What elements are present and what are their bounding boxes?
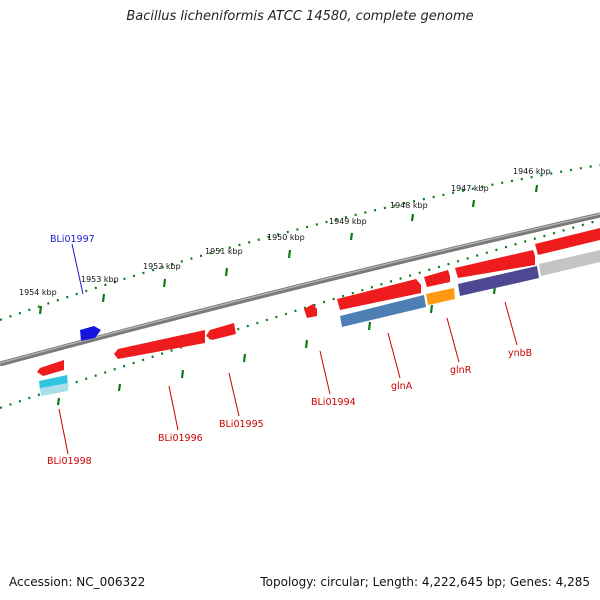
- gene-bli01995[interactable]: [206, 323, 236, 340]
- gene-bli01994[interactable]: [304, 304, 317, 318]
- genome-backbone: [0, 212, 600, 367]
- label-bli01998[interactable]: BLi01998: [47, 456, 92, 467]
- label-glnr[interactable]: glnR: [450, 365, 472, 376]
- gene-labels: BLi01997 BLi01998 BLi01996 BLi01995 BLi0…: [47, 234, 532, 467]
- label-glna[interactable]: glnA: [391, 381, 413, 392]
- gene-bli01996[interactable]: [114, 330, 205, 359]
- gene-bli01997[interactable]: [80, 326, 101, 341]
- scale-label-1950: 1950 kbp: [267, 233, 305, 242]
- label-bli01996[interactable]: BLi01996: [158, 433, 203, 444]
- label-ynbb[interactable]: ynbB: [508, 348, 532, 359]
- outer-major-ticks: [38, 184, 539, 315]
- scale-label-1946: 1946 kbp: [513, 167, 551, 176]
- forward-genes: [80, 228, 600, 341]
- label-bli01994[interactable]: BLi01994: [311, 397, 356, 408]
- reverse-genes: [37, 323, 236, 376]
- label-bli01997[interactable]: BLi01997: [50, 234, 95, 245]
- scale-labels: 1946 kbp 1947 kbp 1948 kbp 1949 kbp 1950…: [19, 167, 551, 297]
- feature-ynbb[interactable]: [458, 266, 539, 296]
- scale-label-1953: 1953 kbp: [81, 275, 119, 284]
- feature-cyan-lower: [40, 383, 68, 396]
- gene-glnr[interactable]: [424, 270, 450, 287]
- gene-bli01998[interactable]: [37, 360, 64, 376]
- feature-grey[interactable]: [539, 250, 600, 276]
- gene-ynbb[interactable]: [455, 250, 535, 278]
- scale-label-1951: 1951 kbp: [205, 247, 243, 256]
- scale-label-1947: 1947 kbp: [451, 184, 489, 193]
- feature-glnr[interactable]: [426, 288, 455, 305]
- inner-major-ticks: [56, 263, 562, 406]
- genome-summary-text: Topology: circular; Length: 4,222,645 bp…: [260, 575, 590, 589]
- scale-label-1954: 1954 kbp: [19, 288, 57, 297]
- scale-label-1949: 1949 kbp: [329, 217, 367, 226]
- feature-glna[interactable]: [340, 295, 426, 327]
- scale-label-1952: 1952 kbp: [143, 262, 181, 271]
- gene-right-edge[interactable]: [535, 228, 600, 255]
- label-bli01995[interactable]: BLi01995: [219, 419, 264, 430]
- inner-scale-track: [0, 218, 600, 410]
- accession-text: Accession: NC_006322: [9, 575, 146, 589]
- genome-backbone-highlight: [0, 213, 600, 364]
- label-leaders: [58, 243, 518, 455]
- feature-track: [39, 250, 600, 396]
- scale-label-1948: 1948 kbp: [390, 201, 428, 210]
- gene-glna[interactable]: [337, 279, 421, 310]
- genome-title: Bacillus licheniformis ATCC 14580, compl…: [126, 9, 474, 24]
